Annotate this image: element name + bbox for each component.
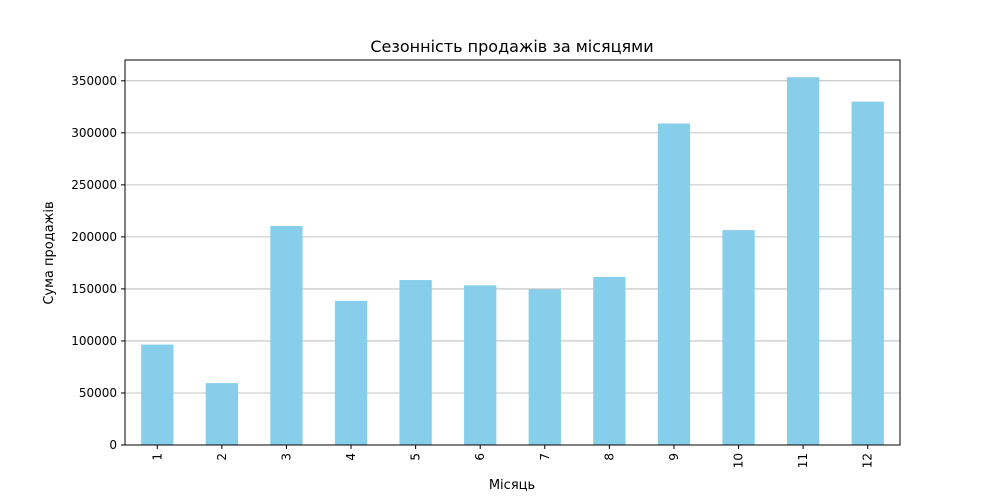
bar-10: [722, 230, 755, 445]
x-axis-label: Місяць: [489, 478, 535, 493]
bar-9: [657, 123, 691, 446]
bar-1: [141, 344, 174, 445]
bar-8: [593, 276, 626, 445]
x-tick-label-3: 3: [279, 453, 293, 461]
bar-3: [270, 225, 303, 445]
x-tick-label-2: 2: [215, 453, 229, 461]
x-tick-label-11: 11: [796, 453, 810, 468]
y-tick-label-0: 0: [109, 438, 117, 452]
y-tick-label-1: 50000: [79, 386, 117, 400]
axes: [124, 59, 901, 446]
bar-7: [528, 289, 561, 445]
x-tick-label-4: 4: [344, 453, 358, 461]
bar-5: [399, 280, 432, 445]
x-tick-label-1: 1: [150, 453, 164, 461]
bar-4: [334, 300, 368, 445]
bars: [141, 77, 884, 446]
x-tick-label-12: 12: [861, 453, 875, 468]
bar-12: [851, 101, 884, 446]
x-tick-label-7: 7: [538, 453, 552, 461]
y-axis-ticks: 0 50000 100000 150000 200000 250000 300000 3500…: [71, 74, 125, 452]
y-tick-label-3: 150000: [71, 282, 117, 296]
grid-lines: [125, 80, 900, 446]
y-tick-label-6: 300000: [71, 126, 117, 140]
chart-title: Сезонність продажів за місяцями: [370, 37, 653, 56]
plot-frame: [124, 59, 901, 446]
y-tick-label-5: 250000: [71, 178, 117, 192]
x-tick-label-8: 8: [602, 453, 616, 461]
bar-6: [464, 285, 497, 445]
bar-2: [205, 383, 239, 445]
y-tick-label-2: 100000: [71, 334, 117, 348]
x-axis-ticks: 1 2 3 4 5 6 7 8 9 10 11 12: [150, 445, 875, 468]
y-tick-label-4: 200000: [71, 230, 117, 244]
x-tick-label-5: 5: [409, 453, 423, 461]
bar-11: [786, 77, 820, 446]
x-tick-label-9: 9: [667, 453, 681, 461]
y-tick-label-7: 350000: [71, 74, 117, 88]
x-tick-label-10: 10: [732, 453, 746, 468]
x-tick-label-6: 6: [473, 453, 487, 461]
y-axis-label: Сума продажів: [42, 201, 57, 304]
